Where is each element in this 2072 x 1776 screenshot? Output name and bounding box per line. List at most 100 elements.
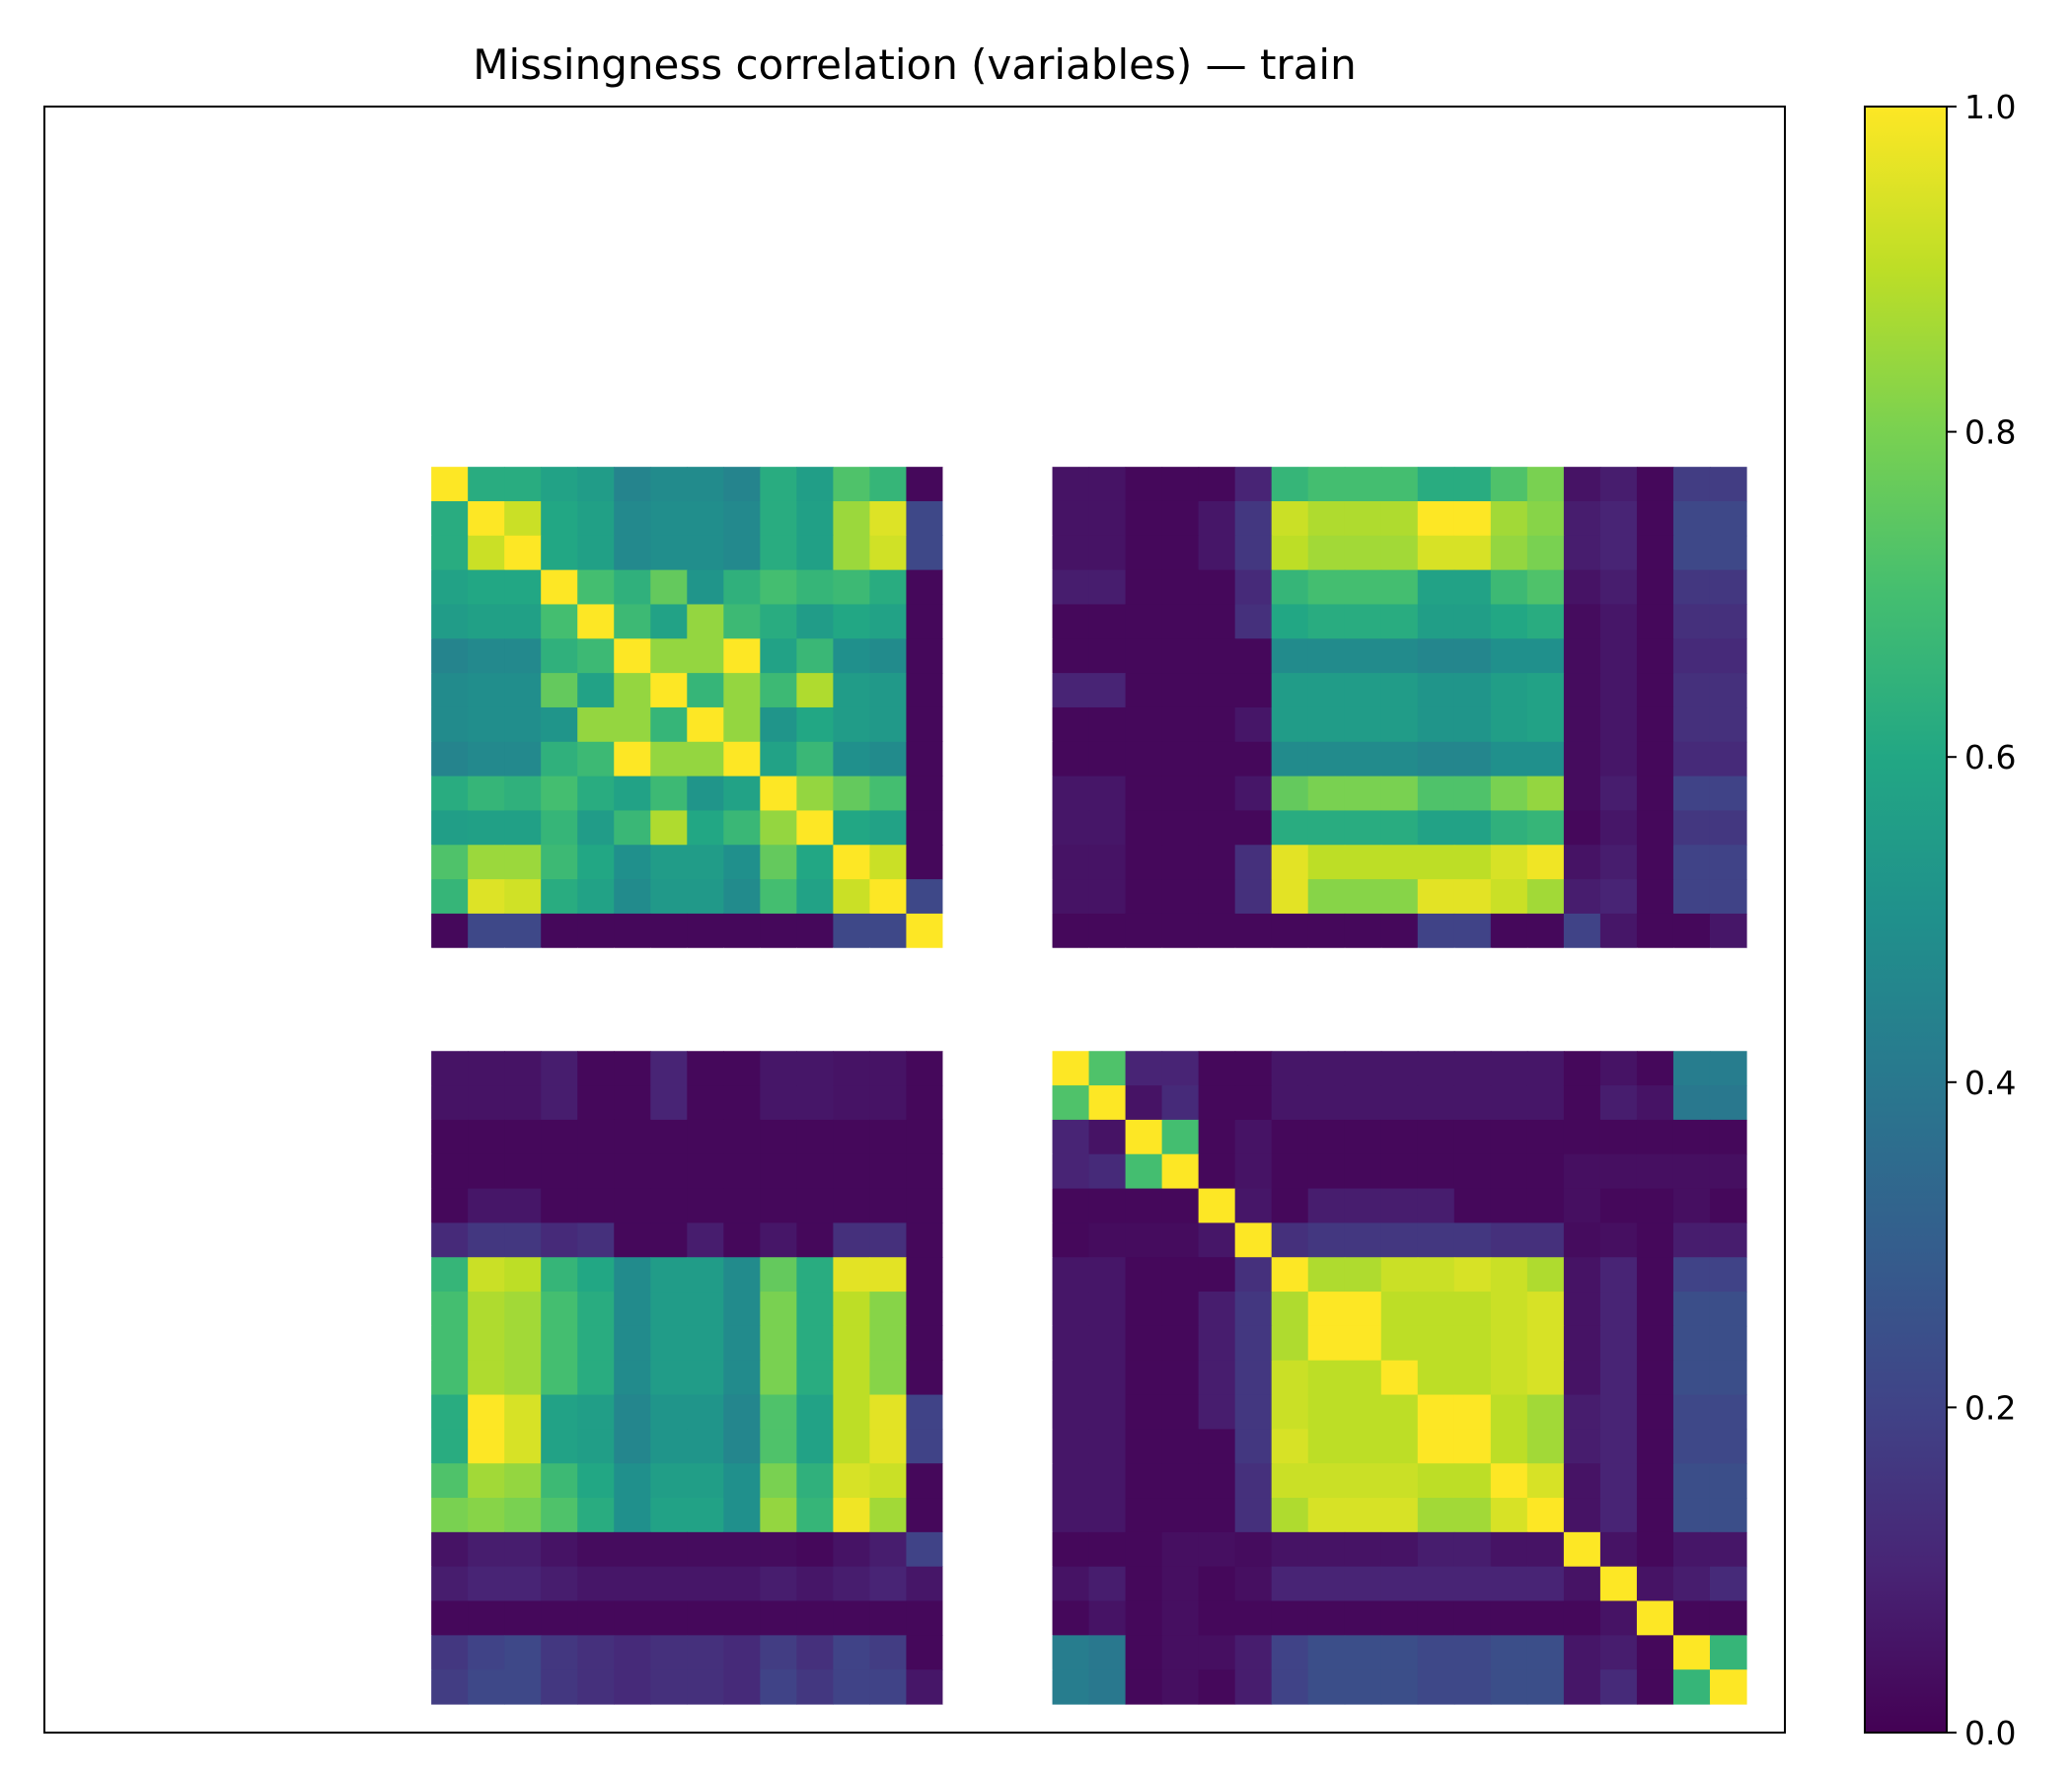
heatmap-cell-missing xyxy=(285,1085,323,1121)
heatmap-cell-missing xyxy=(1015,1498,1054,1533)
heatmap-cell xyxy=(614,1463,651,1499)
heatmap-cell xyxy=(1271,1463,1309,1499)
heatmap-cell xyxy=(760,1051,797,1086)
heatmap-cell xyxy=(796,1566,834,1602)
heatmap-cell xyxy=(650,1394,688,1430)
heatmap-cell xyxy=(468,1292,505,1327)
heatmap-cell xyxy=(1052,1325,1090,1362)
heatmap-cell-missing xyxy=(1490,1016,1528,1052)
heatmap-cell xyxy=(1672,1360,1711,1396)
heatmap-cell xyxy=(504,467,542,502)
heatmap-cell-missing xyxy=(249,500,286,537)
heatmap-cell xyxy=(1052,1669,1090,1705)
heatmap-cell-missing xyxy=(395,1635,432,1670)
heatmap-cell-missing xyxy=(285,363,323,400)
heatmap-cell-missing xyxy=(395,1498,432,1533)
heatmap-cell-missing xyxy=(249,1600,286,1636)
heatmap-cell xyxy=(1307,1051,1346,1086)
heatmap-cell-missing xyxy=(942,913,981,949)
heatmap-cell xyxy=(504,706,542,743)
heatmap-cell xyxy=(1599,673,1638,708)
heatmap-cell xyxy=(833,1257,871,1293)
heatmap-cell-missing xyxy=(249,535,286,571)
heatmap-cell-missing xyxy=(395,638,432,674)
heatmap-cell xyxy=(1307,1531,1346,1568)
heatmap-cell xyxy=(1125,706,1163,743)
heatmap-cell xyxy=(906,1257,944,1293)
heatmap-cell xyxy=(869,500,908,537)
heatmap-cell-missing xyxy=(614,398,651,433)
heatmap-cell xyxy=(1125,673,1163,708)
heatmap-cell-missing xyxy=(1526,1016,1565,1052)
heatmap-cell xyxy=(1526,879,1565,915)
heatmap-cell xyxy=(1307,467,1346,502)
heatmap-cell-missing xyxy=(249,1153,286,1190)
heatmap-cell xyxy=(869,1257,908,1293)
heatmap-cell-missing xyxy=(285,1222,323,1258)
heatmap-cell xyxy=(1417,1325,1455,1362)
heatmap-cell-missing xyxy=(1198,295,1236,331)
heatmap-cell-missing xyxy=(249,1429,286,1464)
heatmap-cell xyxy=(796,1325,834,1362)
heatmap-cell-missing xyxy=(431,295,469,331)
heatmap-cell xyxy=(504,879,542,915)
heatmap-cell xyxy=(1380,810,1419,846)
heatmap-cell xyxy=(1672,879,1711,915)
heatmap-cell xyxy=(760,1394,797,1430)
heatmap-cell xyxy=(869,1498,908,1533)
heatmap-cell-missing xyxy=(468,947,505,984)
heatmap-cell xyxy=(1161,810,1200,846)
heatmap-cell-missing xyxy=(285,741,323,777)
heatmap-cell-missing xyxy=(687,1016,724,1052)
heatmap-cell xyxy=(796,569,834,606)
heatmap-cell xyxy=(1526,1292,1565,1327)
heatmap-cell xyxy=(1344,913,1382,949)
heatmap-cell xyxy=(1636,1222,1674,1258)
heatmap-cell xyxy=(1344,706,1382,743)
heatmap-cell-missing xyxy=(1636,329,1674,365)
heatmap-cell xyxy=(504,1669,542,1705)
heatmap-cell-missing xyxy=(1380,398,1419,433)
heatmap-cell-missing xyxy=(942,982,981,1018)
heatmap-cell-missing xyxy=(358,1498,396,1533)
heatmap-cell xyxy=(431,535,469,571)
heatmap-cell xyxy=(1599,706,1638,743)
heatmap-cell-missing xyxy=(358,329,396,365)
heatmap-cell xyxy=(1599,1153,1638,1190)
heatmap-cell-missing xyxy=(979,569,1017,606)
heatmap-cell xyxy=(1672,741,1711,777)
heatmap-cell xyxy=(1344,1463,1382,1499)
heatmap-cell-missing xyxy=(358,535,396,571)
heatmap-cell xyxy=(1709,604,1747,639)
heatmap-cell-missing xyxy=(322,1669,359,1705)
heatmap-cell xyxy=(1198,467,1236,502)
heatmap-cell xyxy=(869,776,908,812)
heatmap-cell-missing xyxy=(358,1360,396,1396)
heatmap-cell xyxy=(1599,535,1638,571)
heatmap-cell xyxy=(1490,879,1528,915)
heatmap-cell xyxy=(650,1566,688,1602)
heatmap-cell-missing xyxy=(906,329,944,365)
heatmap-cell xyxy=(1234,1669,1273,1705)
heatmap-cell xyxy=(431,1429,469,1464)
heatmap-cell xyxy=(1526,638,1565,674)
heatmap-cell-missing xyxy=(1599,982,1638,1018)
heatmap-cell xyxy=(833,741,871,777)
heatmap-cell xyxy=(1344,741,1382,777)
heatmap-cell-missing xyxy=(723,295,761,331)
heatmap-cell xyxy=(1198,1498,1236,1533)
heatmap-cell xyxy=(1709,706,1747,743)
heatmap-cell xyxy=(1490,569,1528,606)
heatmap-cell-missing xyxy=(468,363,505,400)
heatmap-cell xyxy=(906,1188,944,1223)
heatmap-cell xyxy=(1161,845,1200,880)
heatmap-cell xyxy=(1125,913,1163,949)
heatmap-cell-missing xyxy=(577,1016,615,1052)
heatmap-cell xyxy=(1563,1600,1601,1636)
heatmap-cell xyxy=(1636,1635,1674,1670)
heatmap-cell xyxy=(1234,706,1273,743)
heatmap-cell xyxy=(504,569,542,606)
heatmap-cell-missing xyxy=(1015,1051,1054,1086)
heatmap-cell-missing xyxy=(942,1669,981,1705)
heatmap-cell-missing xyxy=(1015,1257,1054,1293)
